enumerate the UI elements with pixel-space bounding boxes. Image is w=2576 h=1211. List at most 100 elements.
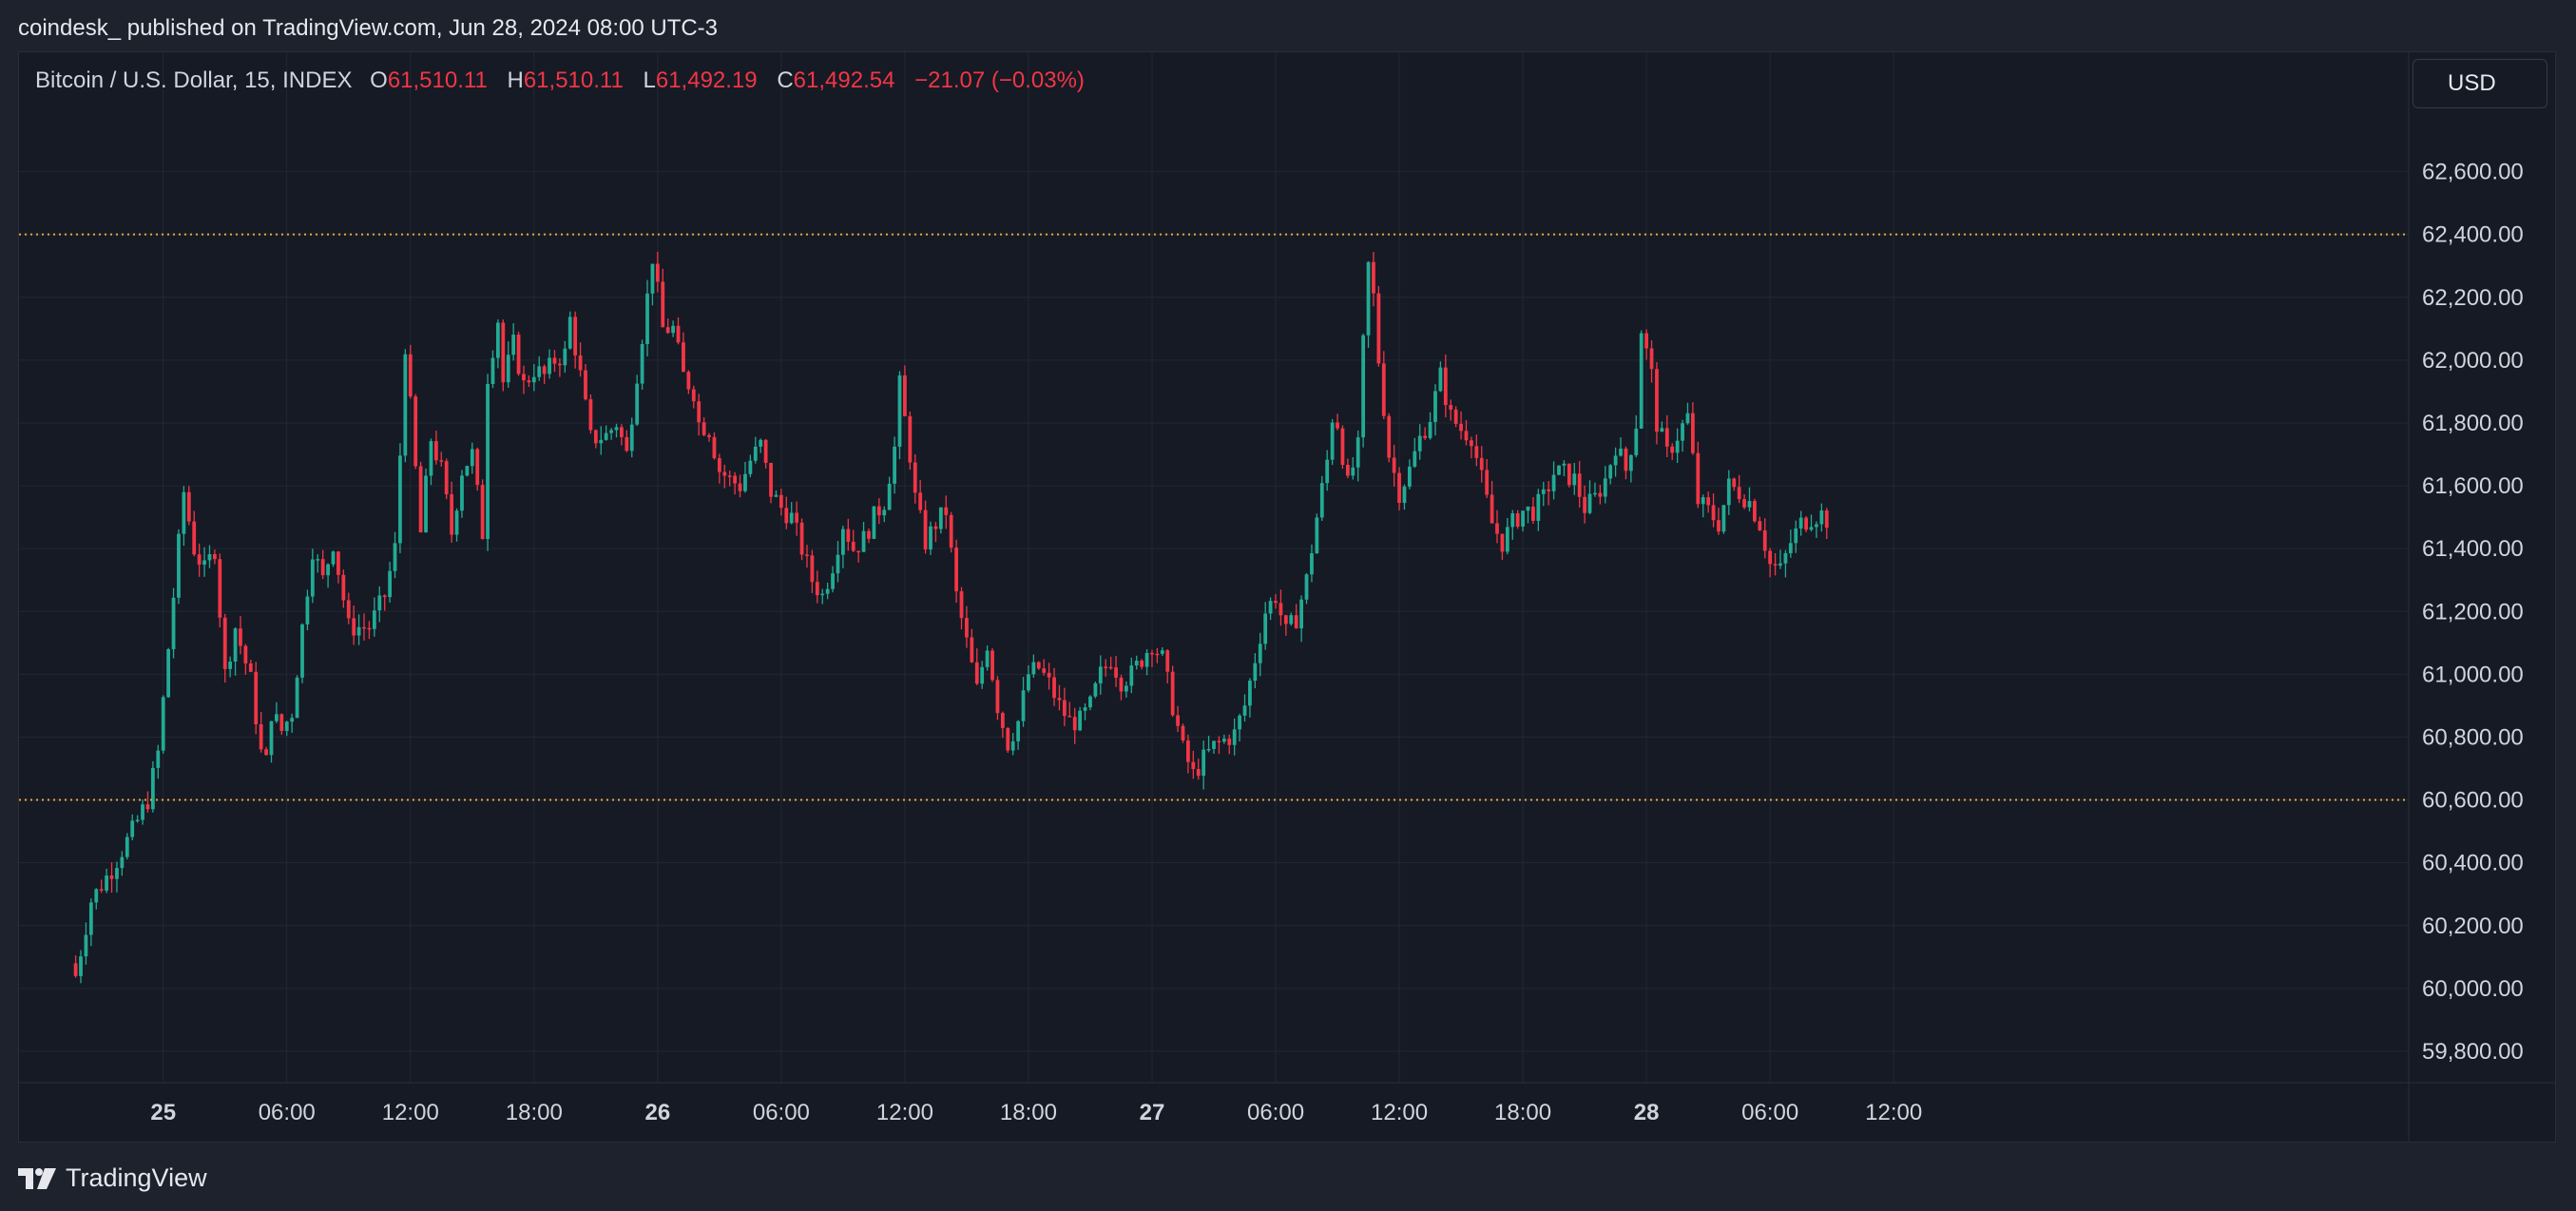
candle-up[interactable]: [166, 648, 171, 698]
candle-down[interactable]: [707, 434, 711, 437]
candle-up[interactable]: [156, 750, 161, 768]
candle-down[interactable]: [923, 509, 928, 550]
candle-up[interactable]: [207, 554, 212, 561]
candle-up[interactable]: [1815, 524, 1818, 528]
candle-up[interactable]: [640, 343, 644, 384]
candle-down[interactable]: [1690, 413, 1695, 453]
candle-up[interactable]: [1248, 681, 1252, 706]
candle-up[interactable]: [1685, 413, 1690, 424]
candle-up[interactable]: [537, 366, 542, 377]
candle-down[interactable]: [433, 441, 438, 461]
candle-up[interactable]: [372, 610, 376, 629]
candle-down[interactable]: [1464, 431, 1469, 441]
candle-up[interactable]: [872, 506, 876, 539]
candle-up[interactable]: [548, 357, 551, 375]
tradingview-brand[interactable]: TradingView: [18, 1163, 207, 1193]
candle-up[interactable]: [599, 439, 604, 444]
candle-down[interactable]: [352, 618, 356, 636]
candle-down[interactable]: [1181, 725, 1185, 740]
candle-up[interactable]: [825, 588, 830, 594]
candle-down[interactable]: [1500, 533, 1505, 552]
candle-up[interactable]: [79, 956, 83, 976]
candle-up[interactable]: [748, 460, 753, 474]
candle-up[interactable]: [1593, 492, 1597, 495]
candle-down[interactable]: [965, 618, 969, 638]
candle-up[interactable]: [269, 721, 274, 756]
candle-up[interactable]: [1268, 601, 1273, 614]
candle-down[interactable]: [959, 591, 964, 619]
candle-up[interactable]: [635, 383, 640, 425]
candle-down[interactable]: [259, 723, 263, 750]
candle-down[interactable]: [856, 550, 861, 553]
candle-down[interactable]: [527, 380, 531, 383]
candle-down[interactable]: [949, 514, 953, 548]
candle-down[interactable]: [1036, 662, 1041, 669]
candle-up[interactable]: [831, 573, 835, 589]
candle-up[interactable]: [759, 439, 763, 447]
candle-up[interactable]: [398, 455, 402, 544]
candle-down[interactable]: [239, 628, 242, 646]
candle-down[interactable]: [186, 491, 191, 522]
candle-up[interactable]: [980, 666, 985, 684]
candle-down[interactable]: [1470, 440, 1473, 447]
candle-down[interactable]: [1376, 293, 1381, 364]
candle-down[interactable]: [99, 889, 104, 891]
candle-down[interactable]: [913, 462, 917, 493]
candle-up[interactable]: [1242, 705, 1247, 716]
candle-down[interactable]: [712, 436, 717, 459]
candle-up[interactable]: [1526, 506, 1530, 511]
candle-down[interactable]: [1495, 523, 1499, 534]
candle-up[interactable]: [1289, 615, 1294, 625]
candle-down[interactable]: [867, 530, 871, 539]
candle-down[interactable]: [1459, 423, 1463, 432]
candle-down[interactable]: [933, 526, 938, 529]
candle-up[interactable]: [1299, 599, 1304, 629]
candle-up[interactable]: [1613, 455, 1618, 466]
candle-up[interactable]: [1747, 501, 1752, 508]
candle-down[interactable]: [974, 662, 979, 684]
candle-up[interactable]: [1433, 391, 1437, 422]
candle-down[interactable]: [1294, 615, 1298, 629]
candle-down[interactable]: [501, 322, 506, 383]
candle-up[interactable]: [861, 530, 866, 552]
candle-up[interactable]: [115, 868, 119, 879]
currency-button[interactable]: USD: [2413, 59, 2547, 108]
candle-down[interactable]: [779, 494, 783, 509]
candle-down[interactable]: [665, 327, 670, 334]
candle-up[interactable]: [1505, 527, 1509, 552]
candle-up[interactable]: [1413, 451, 1417, 467]
candle-up[interactable]: [1016, 721, 1021, 741]
candle-up[interactable]: [94, 889, 99, 903]
candle-down[interactable]: [763, 439, 768, 463]
candle-up[interactable]: [1253, 663, 1258, 682]
candle-up[interactable]: [105, 875, 109, 891]
candle-up[interactable]: [1134, 661, 1139, 666]
candle-up[interactable]: [1407, 466, 1412, 487]
candle-up[interactable]: [275, 714, 279, 721]
candle-down[interactable]: [918, 492, 923, 510]
candle-down[interactable]: [145, 804, 150, 810]
candle-down[interactable]: [990, 650, 994, 681]
candle-up[interactable]: [130, 820, 135, 837]
candle-up[interactable]: [1438, 367, 1443, 392]
candle-up[interactable]: [1541, 489, 1546, 494]
candle-down[interactable]: [1732, 478, 1737, 488]
candle-down[interactable]: [1052, 677, 1056, 699]
candle-down[interactable]: [1449, 405, 1453, 410]
candle-up[interactable]: [1819, 510, 1824, 525]
candle-up[interactable]: [743, 473, 747, 491]
candle-down[interactable]: [795, 512, 799, 523]
candle-up[interactable]: [1088, 696, 1092, 708]
candle-down[interactable]: [1664, 428, 1669, 447]
candle-down[interactable]: [1479, 457, 1484, 471]
candle-up[interactable]: [233, 628, 238, 662]
candle-up[interactable]: [1083, 707, 1087, 711]
candle-up[interactable]: [1078, 710, 1083, 731]
candle-down[interactable]: [1042, 668, 1047, 673]
candle-up[interactable]: [1551, 474, 1556, 491]
candle-up[interactable]: [753, 446, 758, 461]
candle-down[interactable]: [212, 554, 217, 560]
candle-down[interactable]: [1547, 489, 1551, 491]
symbol-title[interactable]: Bitcoin / U.S. Dollar, 15, INDEX: [35, 67, 353, 93]
candle-down[interactable]: [408, 354, 413, 397]
